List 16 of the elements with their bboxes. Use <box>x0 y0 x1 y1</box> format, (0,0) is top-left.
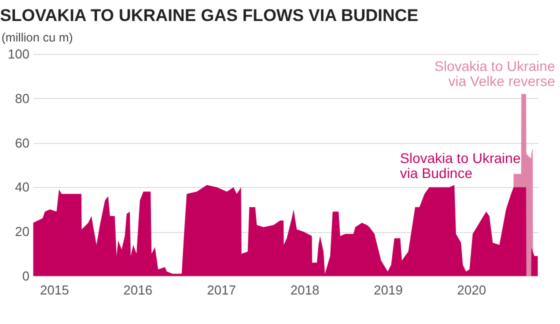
text: Slovakia to Ukraine via Velke reverse <box>434 58 556 89</box>
y-tick-label: 20 <box>15 224 30 240</box>
x-tick-label: 2020 <box>457 282 486 298</box>
x-tick-label: 2019 <box>374 282 403 298</box>
x-tick-label: 2018 <box>290 282 320 298</box>
y-tick-label: 0 <box>22 268 30 284</box>
y-axis-title: (million cu m) <box>2 30 73 44</box>
x-tick-label: 2016 <box>123 282 152 298</box>
chart-title: SLOVAKIA TO UKRAINE GAS FLOWS VIA BUDINCE <box>0 6 418 25</box>
series-label: Slovakia to Ukraine via Budince <box>400 150 521 181</box>
x-tick-label: 2017 <box>207 282 236 298</box>
y-tick-label: 60 <box>15 135 30 150</box>
x-tick-label: 2015 <box>40 282 69 298</box>
y-tick-label: 40 <box>15 180 30 195</box>
y-tick-label: 100 <box>8 46 30 62</box>
y-tick-label: 80 <box>15 90 30 106</box>
